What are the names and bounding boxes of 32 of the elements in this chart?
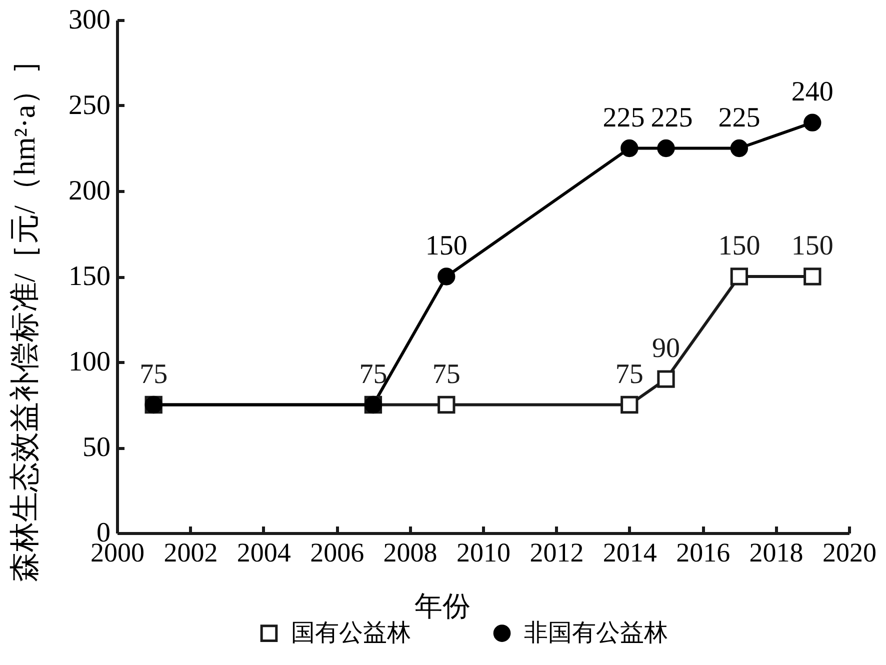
- data-label: 75: [615, 358, 644, 390]
- y-tick-label: 150: [68, 261, 110, 292]
- legend-label: 国有公益林: [291, 620, 411, 646]
- y-tick-label: 200: [68, 176, 110, 206]
- x-tick-label: 2008: [383, 538, 438, 568]
- x-tick-label: 2014: [602, 538, 658, 568]
- data-label: 225: [718, 102, 760, 134]
- data-label: 240: [791, 76, 834, 108]
- y-tick-label: 100: [68, 346, 110, 378]
- data-label: 75: [432, 358, 460, 390]
- data-label: 150: [425, 230, 468, 262]
- x-tick-label: 2018: [749, 538, 804, 568]
- legend-label: 非国有公益林: [524, 620, 668, 646]
- y-axis-title: 森林生态效益补偿标准/［元/（hm²·a）］: [8, 44, 42, 582]
- x-tick-label: 2012: [530, 538, 584, 568]
- x-tick-label: 2006: [310, 538, 364, 568]
- data-label: 75: [140, 358, 168, 390]
- data-label: 225: [650, 102, 693, 134]
- data-label: 150: [718, 230, 760, 262]
- x-tick-label: 2004: [236, 538, 292, 568]
- data-label: 90: [652, 333, 680, 364]
- x-axis-title: 年份: [414, 592, 470, 622]
- x-tick-label: 2010: [456, 538, 510, 568]
- x-tick-label: 2016: [676, 538, 730, 568]
- data-label: 150: [791, 230, 834, 262]
- data-label: 225: [602, 102, 645, 134]
- y-tick-label: 250: [68, 90, 110, 121]
- data-label: 75: [359, 358, 388, 390]
- y-tick-label: 50: [82, 432, 110, 463]
- x-tick-label: 2020: [822, 538, 876, 568]
- x-tick-label: 2002: [164, 538, 218, 568]
- y-tick-label: 300: [68, 4, 110, 36]
